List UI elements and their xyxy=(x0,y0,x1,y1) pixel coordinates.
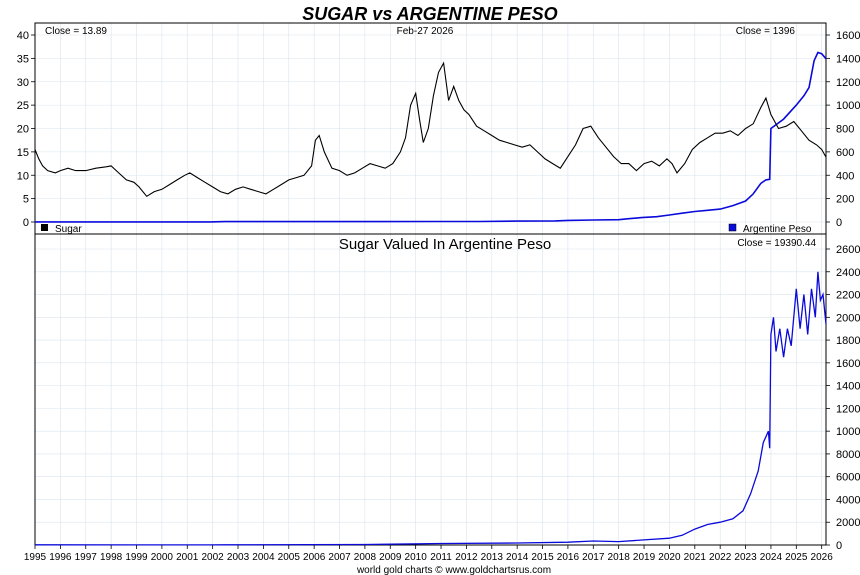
right-tick-label: 1000 xyxy=(836,100,860,112)
bottom-right-tick-label: 0 xyxy=(836,540,842,552)
sugar-close-label: Close = 13.89 xyxy=(45,26,107,37)
sugar-legend-swatch xyxy=(41,224,48,231)
x-tick-label: 2020 xyxy=(658,552,681,563)
x-tick-label: 2025 xyxy=(785,552,808,563)
x-tick-label: 2022 xyxy=(709,552,732,563)
top-right-axis: 0 200 400 600 800 1000 1200 1400 1600 xyxy=(826,30,860,229)
peso-legend-label: Argentine Peso xyxy=(743,224,812,235)
right-tick-label: 200 xyxy=(836,194,854,206)
bottom-panel-frame xyxy=(34,233,827,546)
x-tick-label: 1999 xyxy=(125,552,148,563)
ratio-close-label: Close = 19390.44 xyxy=(737,238,816,249)
bottom-right-tick-label: 10000 xyxy=(836,426,860,438)
bottom-right-tick-label: 16000 xyxy=(836,358,860,370)
x-tick-label: 2005 xyxy=(278,552,301,563)
x-tick-label: 2000 xyxy=(151,552,174,563)
x-tick-label: 2002 xyxy=(202,552,225,563)
x-tick-label: 2001 xyxy=(176,552,199,563)
right-tick-label: 1200 xyxy=(836,77,860,89)
bottom-right-tick-label: 2000 xyxy=(836,517,860,529)
x-tick-label: 2011 xyxy=(430,552,452,563)
bottom-panel: 0 2000 4000 6000 8000 10000 12000 14000 16000 180… xyxy=(34,233,860,552)
x-tick-label: 1997 xyxy=(75,552,98,563)
x-tick-label: 2024 xyxy=(760,552,783,563)
left-tick-label: 25 xyxy=(17,100,29,112)
x-axis: 1995 1996 1997 1998 1999 2000 2001 2002 2003 2004… xyxy=(24,545,833,563)
left-tick-label: 10 xyxy=(17,170,29,182)
x-tick-label: 2021 xyxy=(684,552,707,563)
left-tick-label: 5 xyxy=(23,194,29,206)
bottom-right-tick-label: 6000 xyxy=(836,472,860,484)
x-tick-label: 2009 xyxy=(379,552,402,563)
argentine-peso-series-line xyxy=(35,51,827,223)
x-tick-label: 2004 xyxy=(252,552,275,563)
x-tick-label: 2023 xyxy=(734,552,757,563)
top-left-axis: 0 5 10 15 20 25 30 35 40 xyxy=(17,30,35,229)
bottom-right-tick-label: 26000 xyxy=(836,244,860,256)
bottom-right-tick-label: 8000 xyxy=(836,449,860,461)
x-tick-label: 2010 xyxy=(405,552,428,563)
sugar-legend-label: Sugar xyxy=(55,224,82,235)
x-tick-label: 1996 xyxy=(49,552,72,563)
x-tick-label: 1998 xyxy=(100,552,123,563)
bottom-right-tick-label: 24000 xyxy=(836,267,860,279)
top-panel: 0 5 10 15 20 25 30 35 40 0 200 400 600 800 1000 1200 14… xyxy=(17,22,860,235)
x-tick-label: 2007 xyxy=(328,552,351,563)
x-tick-label: 2018 xyxy=(608,552,631,563)
x-tick-label: 2014 xyxy=(506,552,529,563)
bottom-right-tick-label: 18000 xyxy=(836,335,860,347)
bottom-panel-title: Sugar Valued In Argentine Peso xyxy=(339,236,551,253)
x-tick-label: 2012 xyxy=(455,552,478,563)
bottom-right-tick-label: 12000 xyxy=(836,403,860,415)
x-tick-label: 1995 xyxy=(24,552,47,563)
x-tick-label: 2019 xyxy=(633,552,656,563)
chart-title: SUGAR vs ARGENTINE PESO xyxy=(302,4,557,24)
sugar-series-line xyxy=(34,61,827,198)
footer-credit: world gold charts © www.goldchartsrus.co… xyxy=(356,565,551,575)
bottom-right-tick-label: 22000 xyxy=(836,290,860,302)
right-tick-label: 1400 xyxy=(836,53,860,65)
left-tick-label: 35 xyxy=(17,53,29,65)
x-tick-label: 2006 xyxy=(303,552,326,563)
x-tick-label: 2008 xyxy=(354,552,377,563)
bottom-right-tick-label: 20000 xyxy=(836,312,860,324)
top-gridlines xyxy=(34,23,826,234)
right-tick-label: 800 xyxy=(836,124,854,136)
left-tick-label: 40 xyxy=(17,30,29,42)
left-tick-label: 15 xyxy=(17,147,29,159)
left-tick-label: 20 xyxy=(17,124,29,136)
sugar-in-peso-series-line xyxy=(34,271,827,546)
right-tick-label: 1600 xyxy=(836,30,860,42)
peso-close-label: Close = 1396 xyxy=(736,26,796,37)
chart-date: Feb-27 2026 xyxy=(397,26,454,37)
x-tick-label: 2003 xyxy=(227,552,250,563)
peso-legend-swatch xyxy=(728,223,737,232)
x-tick-label: 2016 xyxy=(557,552,580,563)
left-tick-label: 30 xyxy=(17,77,29,89)
right-tick-label: 600 xyxy=(836,147,854,159)
x-tick-label: 2026 xyxy=(811,552,834,563)
left-tick-label: 0 xyxy=(23,217,29,229)
right-tick-label: 0 xyxy=(836,217,842,229)
bottom-gridlines xyxy=(34,234,826,546)
bottom-right-tick-label: 4000 xyxy=(836,494,860,506)
x-tick-label: 2013 xyxy=(481,552,504,563)
bottom-right-tick-label: 14000 xyxy=(836,381,860,393)
bottom-right-axis: 0 2000 4000 6000 8000 10000 12000 14000 16000 180… xyxy=(826,244,860,552)
x-tick-label: 2017 xyxy=(582,552,605,563)
x-tick-label: 2015 xyxy=(531,552,554,563)
right-tick-label: 400 xyxy=(836,170,854,182)
